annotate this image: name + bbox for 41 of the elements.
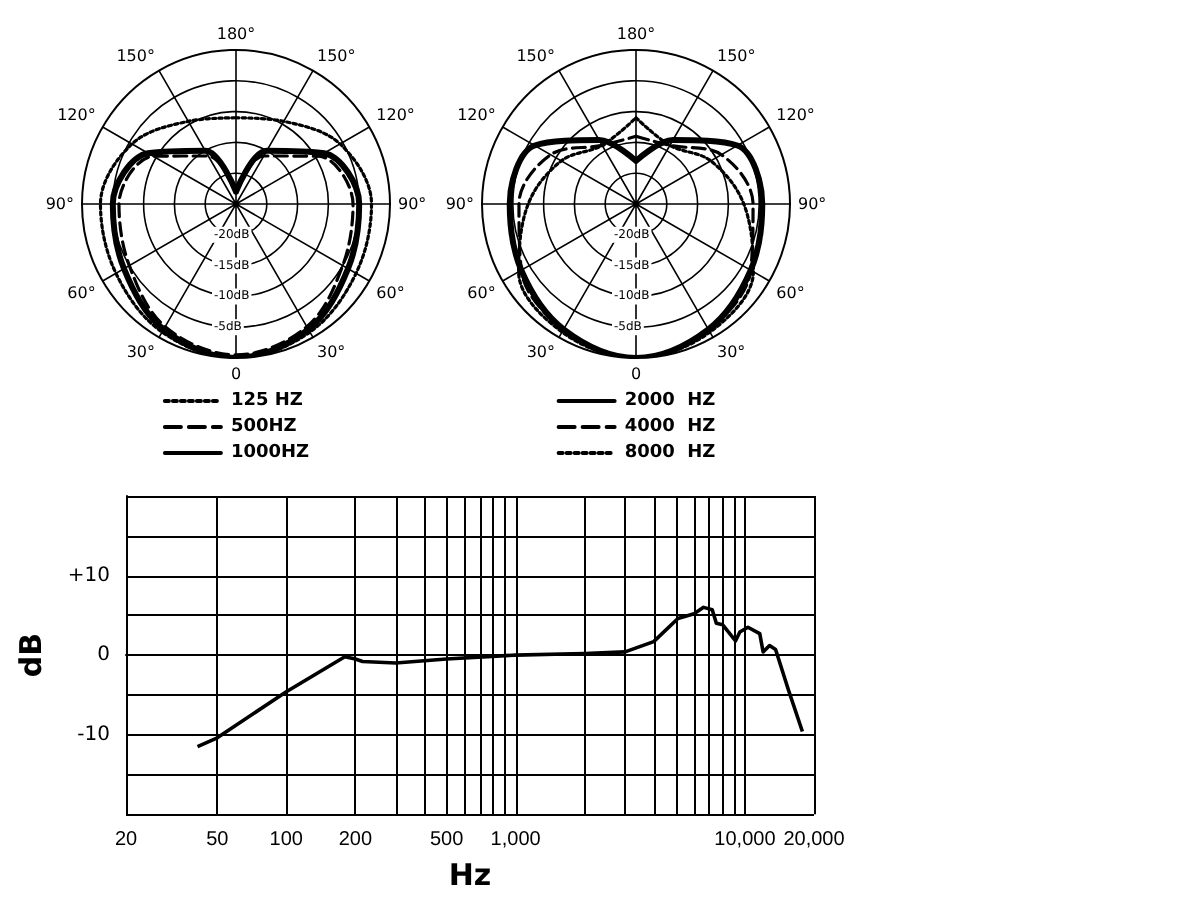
x-tick-label: 50 [206, 829, 230, 852]
spoke-label: 30° [317, 343, 346, 362]
spoke-label: 90° [798, 195, 827, 213]
x-tick-label: 10,000 [714, 829, 777, 852]
spoke-label: 30° [126, 343, 155, 362]
legend-label: 2000 HZ [624, 391, 717, 411]
spoke-label: 120° [457, 106, 496, 124]
spoke-label: 180° [216, 25, 256, 43]
spoke-label: 180° [616, 25, 656, 43]
x-tick-label: 1,000 [490, 829, 542, 852]
spoke-label: 150° [116, 46, 155, 65]
y-tick-label: +10 [67, 564, 111, 587]
spoke-label: 60° [376, 284, 405, 302]
x-tick-label: 200 [338, 829, 373, 852]
legend-label: 500HZ [230, 417, 298, 437]
legend-label: 8000 HZ [624, 443, 717, 463]
legend-label: 4000 HZ [624, 417, 717, 437]
spoke-label: 120° [776, 106, 815, 124]
spoke-label: 60° [776, 284, 805, 302]
x-tick-label: 500 [429, 829, 465, 852]
legend-label: 125 HZ [230, 391, 304, 411]
spoke-label: 60° [467, 284, 496, 302]
spoke-label: 150° [317, 46, 356, 65]
spoke-label: 30° [526, 343, 555, 362]
legend-label: 1000HZ [230, 443, 311, 463]
spoke-label: 150° [717, 46, 756, 65]
spoke-label: 90° [45, 195, 74, 213]
y-tick-label: -10 [77, 723, 111, 746]
spoke-label: 90° [398, 195, 427, 213]
spoke-label: 60° [67, 284, 96, 302]
y-axis-title: dB [13, 632, 49, 678]
spoke-label: 120° [57, 106, 96, 124]
x-tick-label: 100 [269, 829, 304, 852]
y-tick-label: 0 [97, 644, 111, 667]
x-axis-title: Hz [448, 857, 492, 893]
spoke-label: 120° [376, 106, 415, 124]
x-tick-label: 20,000 [783, 829, 846, 852]
spoke-label: 90° [445, 195, 474, 213]
spoke-label: 150° [516, 46, 555, 65]
x-tick-label: 20 [114, 829, 139, 852]
spoke-label: 30° [717, 343, 746, 362]
